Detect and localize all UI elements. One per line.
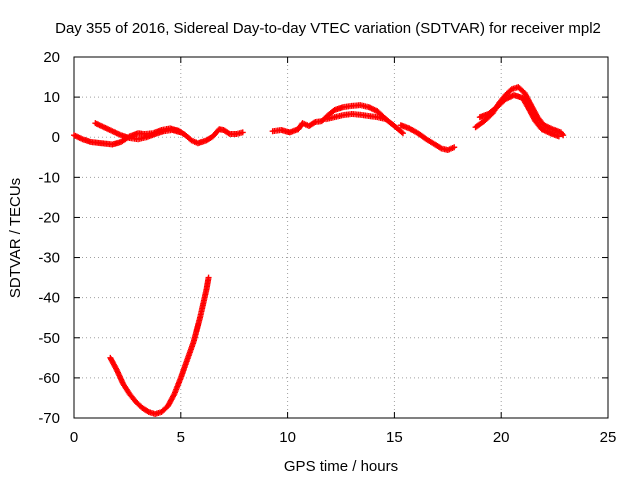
plot-frame (73, 56, 609, 419)
data-series (71, 84, 567, 417)
data-point (239, 129, 246, 136)
data-point (398, 129, 405, 136)
x-tick-label: 10 (279, 429, 296, 446)
data-point (451, 144, 458, 151)
y-tick-label: -60 (38, 370, 60, 387)
data-point (225, 130, 232, 137)
data-point (555, 133, 562, 140)
y-tick-label: -40 (38, 290, 60, 307)
y-tick-label: -50 (38, 330, 60, 347)
x-tick-label: 5 (177, 429, 185, 446)
data-point (437, 144, 444, 151)
series-mpl2-e (397, 122, 458, 154)
data-point (205, 274, 212, 281)
x-axis-label: GPS time / hours (284, 458, 398, 475)
data-point (399, 130, 406, 137)
x-tick-label: 25 (600, 429, 617, 446)
chart-title: Day 355 of 2016, Sidereal Day-to-day VTE… (55, 20, 601, 37)
data-point (560, 132, 567, 139)
y-axis-label: SDTVAR / TECUs (7, 178, 24, 298)
series-mpl2-a (71, 125, 246, 148)
series-mpl2-g (476, 92, 562, 140)
x-tick-label: 0 (70, 429, 78, 446)
x-tick-label: 15 (386, 429, 403, 446)
y-tick-label: 20 (43, 49, 60, 66)
data-point (382, 116, 389, 123)
y-tick-label: -10 (38, 169, 60, 186)
data-point (311, 119, 318, 126)
y-tick-label: -70 (38, 410, 60, 427)
y-tick-label: 10 (43, 89, 60, 106)
x-tick-label: 20 (493, 429, 510, 446)
series-mpl2-h (107, 274, 212, 417)
y-tick-label: 0 (52, 129, 60, 146)
data-point (177, 129, 184, 136)
series-mpl2-f (472, 84, 567, 139)
axis-ticks: 0 5 10 15 20 25 20 10 0 -10 -20 -30 -40 -50 -60 -70 (38, 49, 616, 446)
series-mpl2-b (92, 120, 184, 143)
y-tick-label: -20 (38, 209, 60, 226)
series-mpl2-c (269, 102, 406, 137)
y-tick-label: -30 (38, 250, 60, 267)
series-mpl2-d (323, 110, 389, 123)
